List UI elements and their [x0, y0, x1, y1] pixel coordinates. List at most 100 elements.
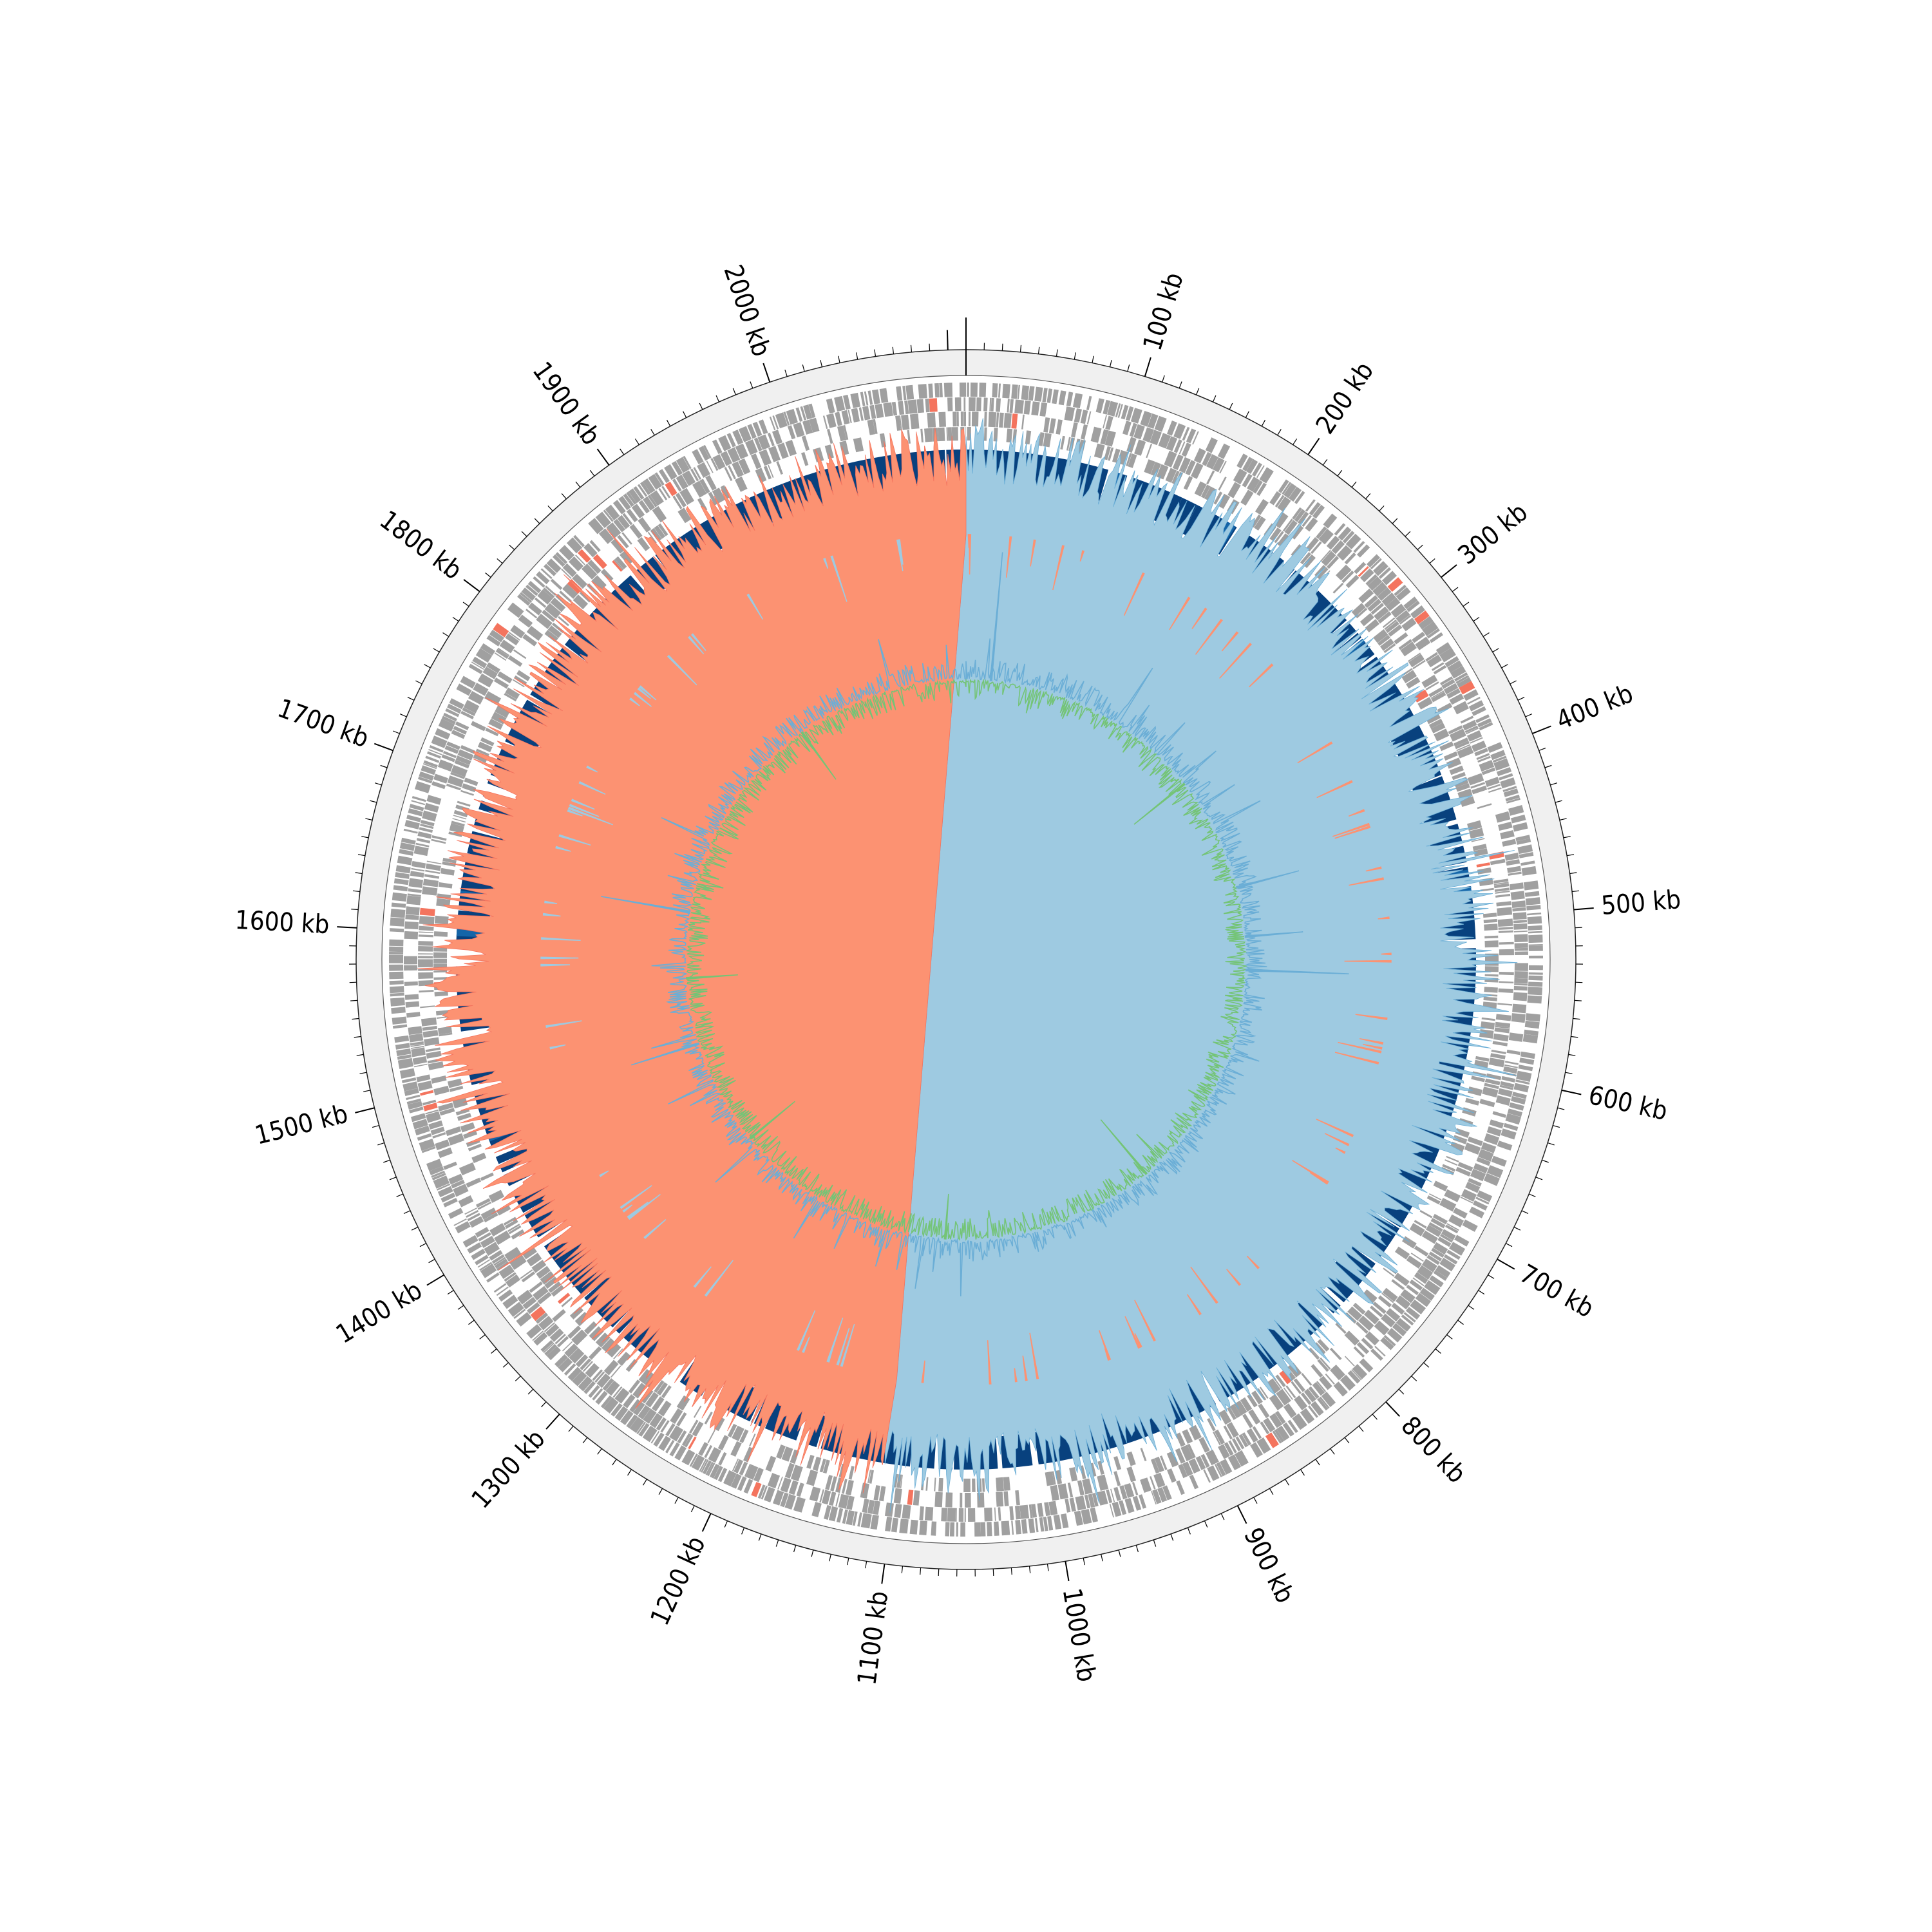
gene-feature: [643, 1408, 657, 1424]
gene-feature: [1353, 540, 1365, 553]
gene-feature: [1459, 681, 1475, 695]
gene-feature: [1269, 527, 1282, 542]
gene-feature: [753, 1467, 764, 1482]
gene-feature: [1031, 1504, 1037, 1518]
gc-skew-spike: [1186, 1294, 1202, 1316]
gene-feature: [784, 1493, 796, 1510]
gene-feature: [418, 959, 433, 968]
gene-feature: [1522, 1034, 1539, 1044]
gene-feature: [883, 402, 893, 417]
gene-feature: [1433, 1270, 1448, 1281]
minor-tick: [363, 1090, 371, 1092]
major-tick: [1497, 1258, 1515, 1270]
gene-feature: [482, 667, 498, 679]
gene-feature: [620, 550, 634, 565]
gene-feature: [550, 578, 563, 591]
gene-feature: [1455, 741, 1470, 750]
gene-feature: [1126, 1466, 1137, 1482]
gene-feature: [478, 1232, 491, 1242]
gene-feature: [477, 741, 493, 752]
gene-feature: [455, 1221, 471, 1234]
gene-feature: [994, 1507, 996, 1521]
gene-feature: [1502, 838, 1517, 847]
gene-feature: [1381, 1313, 1396, 1328]
gene-feature: [1518, 1065, 1533, 1072]
gene-feature: [421, 820, 435, 827]
gc-skew-spike: [969, 534, 972, 575]
gene-feature: [1496, 901, 1511, 907]
gene-feature: [1519, 852, 1534, 858]
gene-feature: [428, 1120, 443, 1130]
gene-feature: [479, 1262, 493, 1271]
gene-feature: [1129, 422, 1137, 437]
gene-feature: [1003, 413, 1012, 428]
gene-feature: [1011, 384, 1018, 399]
gene-feature: [1115, 403, 1121, 417]
gene-feature: [1242, 457, 1253, 471]
gene-feature: [1388, 624, 1403, 637]
gc-skew-spike: [1221, 631, 1239, 652]
gene-feature: [1490, 750, 1506, 761]
gene-feature: [575, 1354, 589, 1368]
gene-feature: [1467, 696, 1481, 705]
gene-feature: [431, 781, 446, 790]
gene-feature: [1007, 399, 1010, 413]
gene-feature: [698, 1442, 708, 1456]
gene-feature: [1256, 1437, 1271, 1454]
gene-feature: [1276, 1425, 1290, 1441]
gene-feature: [433, 970, 448, 973]
gene-feature: [431, 1173, 446, 1180]
gc-skew-spike: [1363, 1043, 1383, 1050]
gene-feature: [405, 1001, 420, 1008]
gene-feature: [1481, 767, 1496, 775]
gene-feature: [1486, 1126, 1502, 1137]
gene-feature: [867, 1470, 871, 1483]
gene-feature: [1479, 722, 1493, 731]
gene-feature: [1140, 1448, 1147, 1461]
gene-feature: [397, 1054, 412, 1060]
gene-feature: [1092, 1493, 1099, 1507]
gene-feature: [879, 388, 889, 403]
gene-feature: [408, 1026, 422, 1036]
gene-feature: [1227, 1454, 1241, 1470]
gc-skew-spike: [1338, 1041, 1382, 1054]
minor-tick: [650, 429, 655, 436]
gene-feature: [857, 1512, 862, 1527]
minor-tick: [1569, 872, 1577, 875]
gene-feature: [1191, 462, 1204, 479]
minor-tick: [634, 438, 639, 445]
gene-feature: [418, 946, 433, 952]
gene-feature: [520, 1269, 533, 1280]
gene-feature: [939, 383, 943, 397]
gene-feature: [1484, 974, 1499, 977]
gene-feature: [1396, 587, 1411, 601]
gene-feature: [983, 397, 988, 412]
gene-feature: [1043, 417, 1050, 433]
gene-feature: [1457, 677, 1472, 688]
gene-feature: [1505, 794, 1520, 802]
gene-feature: [934, 1492, 943, 1508]
gene-feature: [907, 399, 918, 414]
gene-feature: [1132, 1482, 1139, 1496]
minor-tick: [627, 1469, 632, 1476]
gene-feature: [891, 1517, 898, 1533]
gene-feature: [996, 1477, 1004, 1492]
gene-feature: [913, 1490, 920, 1506]
homology-block: [634, 556, 673, 597]
gene-feature: [1468, 1086, 1482, 1096]
gene-feature: [562, 1341, 573, 1352]
gene-feature: [548, 1281, 562, 1293]
gene-feature: [1158, 433, 1171, 449]
gene-feature: [629, 1399, 641, 1413]
gene-feature: [463, 699, 480, 714]
gene-feature: [486, 1272, 500, 1283]
gene-feature: [1354, 1302, 1366, 1313]
gc-skew-negative: [417, 427, 967, 1493]
minor-tick: [1525, 714, 1533, 717]
gene-feature: [462, 1235, 478, 1248]
gene-feature: [406, 815, 421, 822]
minor-tick: [1365, 493, 1371, 500]
gene-feature: [955, 1508, 957, 1522]
gene-feature: [446, 783, 461, 791]
gene-feature: [412, 1119, 428, 1130]
